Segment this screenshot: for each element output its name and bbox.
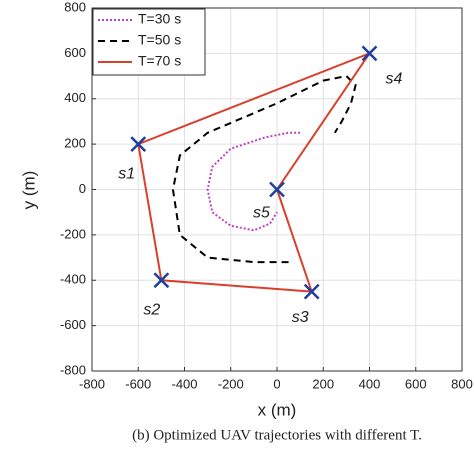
point-label: s3 [292, 309, 309, 326]
y-tick-label: -800 [60, 362, 86, 377]
y-tick-label: 400 [64, 90, 86, 105]
point-marker [361, 45, 378, 62]
y-axis-label: y (m) [19, 171, 38, 210]
y-tick-label: 800 [64, 0, 86, 14]
point-label: s1 [118, 165, 135, 182]
point-marker [269, 181, 285, 198]
x-axis-label: x (m) [258, 400, 297, 419]
point-label: s5 [253, 205, 270, 222]
point-label: s2 [143, 301, 160, 318]
point-marker [303, 283, 320, 300]
trajectory [137, 51, 373, 293]
x-tick-label: -200 [218, 376, 244, 391]
y-tick-label: -600 [60, 317, 86, 332]
legend-label: T=70 s [138, 53, 181, 69]
y-tick-label: 0 [79, 181, 86, 196]
plot-frame [91, 7, 463, 372]
x-tick-label: 0 [273, 376, 280, 391]
x-tick-label: -600 [125, 376, 151, 391]
y-tick-label: 600 [64, 45, 86, 60]
y-tick-label: -200 [60, 226, 86, 241]
point-marker [130, 136, 147, 153]
x-tick-label: 200 [312, 376, 334, 391]
x-tick-label: -800 [79, 376, 105, 391]
x-tick-label: 600 [405, 376, 427, 391]
caption: (b) Optimized UAV trajectories with diff… [132, 427, 422, 443]
x-tick-label: 800 [451, 376, 473, 391]
trajectory [171, 74, 357, 264]
point-marker [153, 272, 170, 289]
y-tick-label: -400 [60, 272, 86, 287]
legend-label: T=50 s [138, 32, 181, 48]
x-tick-label: -400 [171, 376, 197, 391]
trajectory [206, 131, 301, 232]
y-tick-label: 200 [64, 136, 86, 151]
point-label: s4 [386, 71, 403, 88]
legend-label: T=30 s [138, 11, 181, 27]
x-tick-label: 400 [359, 376, 381, 391]
